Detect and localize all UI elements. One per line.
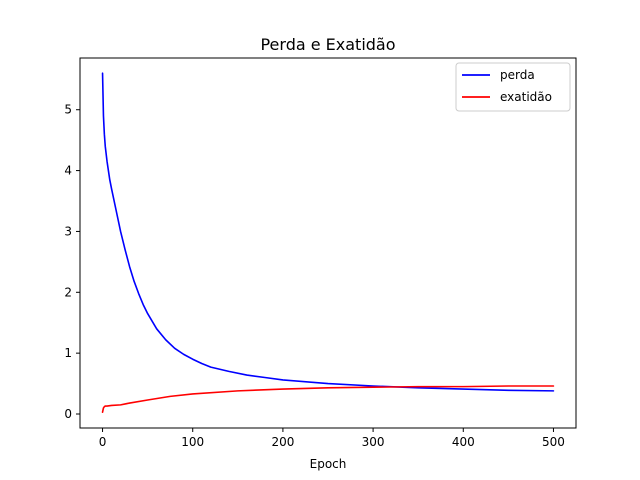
legend: perda exatidão xyxy=(455,62,571,112)
x-axis: 0 100 200 300 400 500 xyxy=(99,428,565,449)
y-tick-label: 2 xyxy=(64,285,72,299)
x-tick-label: 300 xyxy=(362,435,385,449)
x-tick-label: 200 xyxy=(271,435,294,449)
y-tick-label: 0 xyxy=(64,407,72,421)
x-tick-label: 500 xyxy=(542,435,565,449)
y-axis: 0 1 2 3 4 5 xyxy=(64,103,80,421)
x-tick-label: 100 xyxy=(181,435,204,449)
y-tick-label: 5 xyxy=(64,103,72,117)
legend-label: perda xyxy=(500,68,535,82)
plot-frame xyxy=(79,57,577,429)
y-tick-label: 1 xyxy=(64,346,72,360)
chart-title: Perda e Exatidão xyxy=(260,35,395,54)
series-line-exatidao xyxy=(101,385,555,413)
x-tick-label: 400 xyxy=(452,435,475,449)
legend-label: exatidão xyxy=(500,90,552,104)
series-line-perda xyxy=(101,72,555,392)
y-tick-label: 4 xyxy=(64,164,72,178)
y-tick-label: 3 xyxy=(64,224,72,238)
x-axis-label: Epoch xyxy=(310,457,347,471)
plot-area xyxy=(101,72,555,413)
x-tick-label: 0 xyxy=(99,435,107,449)
